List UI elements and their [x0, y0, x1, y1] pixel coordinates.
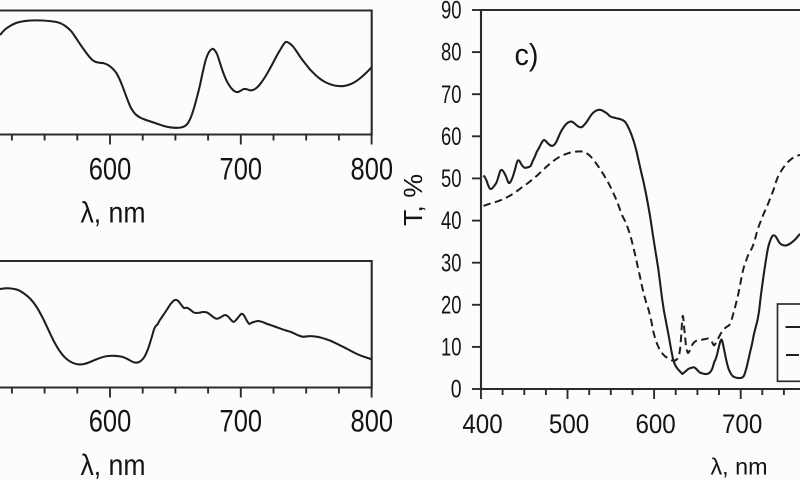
svg-text:800: 800 [351, 151, 394, 187]
svg-text:60: 60 [441, 123, 462, 151]
svg-text:600: 600 [635, 409, 675, 439]
svg-text:20: 20 [441, 291, 462, 319]
svg-text:600: 600 [89, 403, 132, 439]
svg-text:50: 50 [441, 165, 462, 193]
svg-text:30: 30 [441, 249, 462, 277]
svg-text:80: 80 [441, 39, 462, 67]
svg-text:600: 600 [89, 151, 132, 187]
svg-text:40: 40 [441, 207, 462, 235]
svg-text:c): c) [515, 37, 539, 72]
svg-text:400: 400 [462, 409, 502, 439]
svg-text:700: 700 [722, 409, 762, 439]
svg-text:λ, nm: λ, nm [81, 197, 146, 230]
svg-text:500: 500 [549, 409, 589, 439]
svg-text:90: 90 [441, 0, 462, 25]
svg-text:λ, nm: λ, nm [711, 454, 768, 480]
svg-text:700: 700 [220, 403, 263, 439]
svg-text:T, %: T, % [398, 174, 428, 226]
svg-text:800: 800 [351, 403, 394, 439]
svg-text:λ, nm: λ, nm [81, 449, 146, 480]
svg-text:0: 0 [451, 376, 462, 404]
svg-text:700: 700 [220, 151, 263, 187]
svg-text:10: 10 [441, 333, 462, 361]
svg-text:70: 70 [441, 81, 462, 109]
